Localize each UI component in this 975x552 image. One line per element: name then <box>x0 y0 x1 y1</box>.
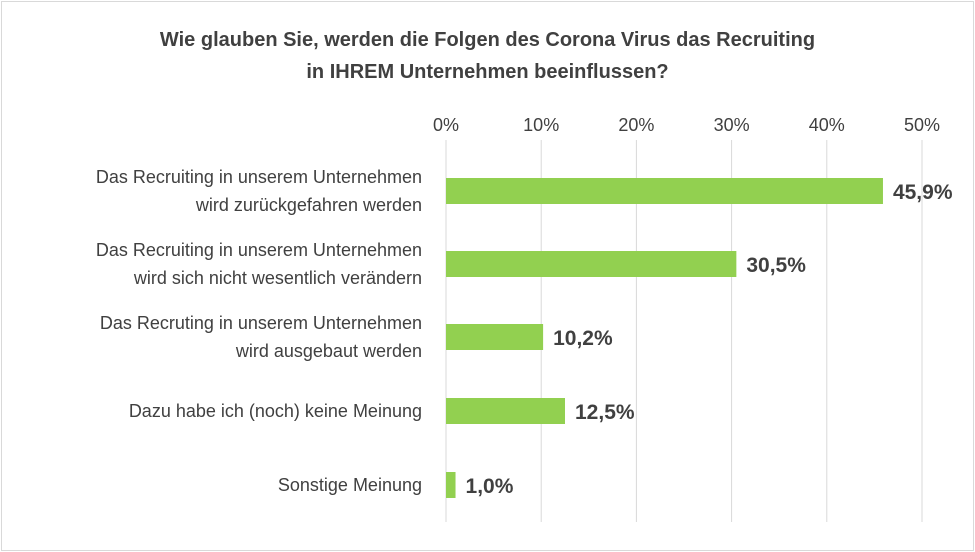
category-label-line: Sonstige Meinung <box>277 475 422 495</box>
x-tick-label: 30% <box>714 115 750 135</box>
bar <box>446 251 737 277</box>
data-label: 45,9% <box>893 181 953 204</box>
chart-title: Wie glauben Sie, werden die Folgen des C… <box>0 24 975 88</box>
data-label: 10,2% <box>553 327 613 350</box>
data-label: 12,5% <box>575 401 635 424</box>
bar <box>446 398 565 424</box>
category-label-line: wird ausgebaut werden <box>235 341 422 361</box>
x-tick-label: 50% <box>904 115 940 135</box>
category-label-line: wird sich nicht wesentlich verändern <box>133 268 422 288</box>
category-label: Das Recruiting in unserem Unternehmen wir… <box>96 236 422 292</box>
x-tick-label: 40% <box>809 115 845 135</box>
bar <box>446 324 544 350</box>
bar <box>446 472 456 498</box>
data-label: 1,0% <box>466 475 514 498</box>
chart-title-line-2: in IHREM Unternehmen beeinflussen? <box>306 61 669 83</box>
x-tick-label: 0% <box>433 115 459 135</box>
bar <box>446 178 883 204</box>
category-label-line: wird zurückgefahren werden <box>195 195 422 215</box>
category-label: Das Recruting in unserem Unternehmen wird… <box>100 309 422 365</box>
data-label: 30,5% <box>746 254 806 277</box>
category-label-line: Das Recruiting in unserem Unternehmen <box>95 240 422 260</box>
category-label: Das Recruiting in unserem Unternehmen wir… <box>96 163 422 219</box>
x-tick-label: 10% <box>523 115 559 135</box>
category-label-line: Das Recruiting in unserem Unternehmen <box>95 167 422 187</box>
category-label-line: Dazu habe ich (noch) keine Meinung <box>128 401 422 421</box>
category-label: Dazu habe ich (noch) keine Meinung <box>129 397 422 425</box>
x-tick-label: 20% <box>618 115 654 135</box>
category-label: Sonstige Meinung <box>278 471 422 499</box>
chart-title-line-1: Wie glauben Sie, werden die Folgen des C… <box>159 29 816 51</box>
category-label-line: Das Recruting in unserem Unternehmen <box>99 313 422 333</box>
